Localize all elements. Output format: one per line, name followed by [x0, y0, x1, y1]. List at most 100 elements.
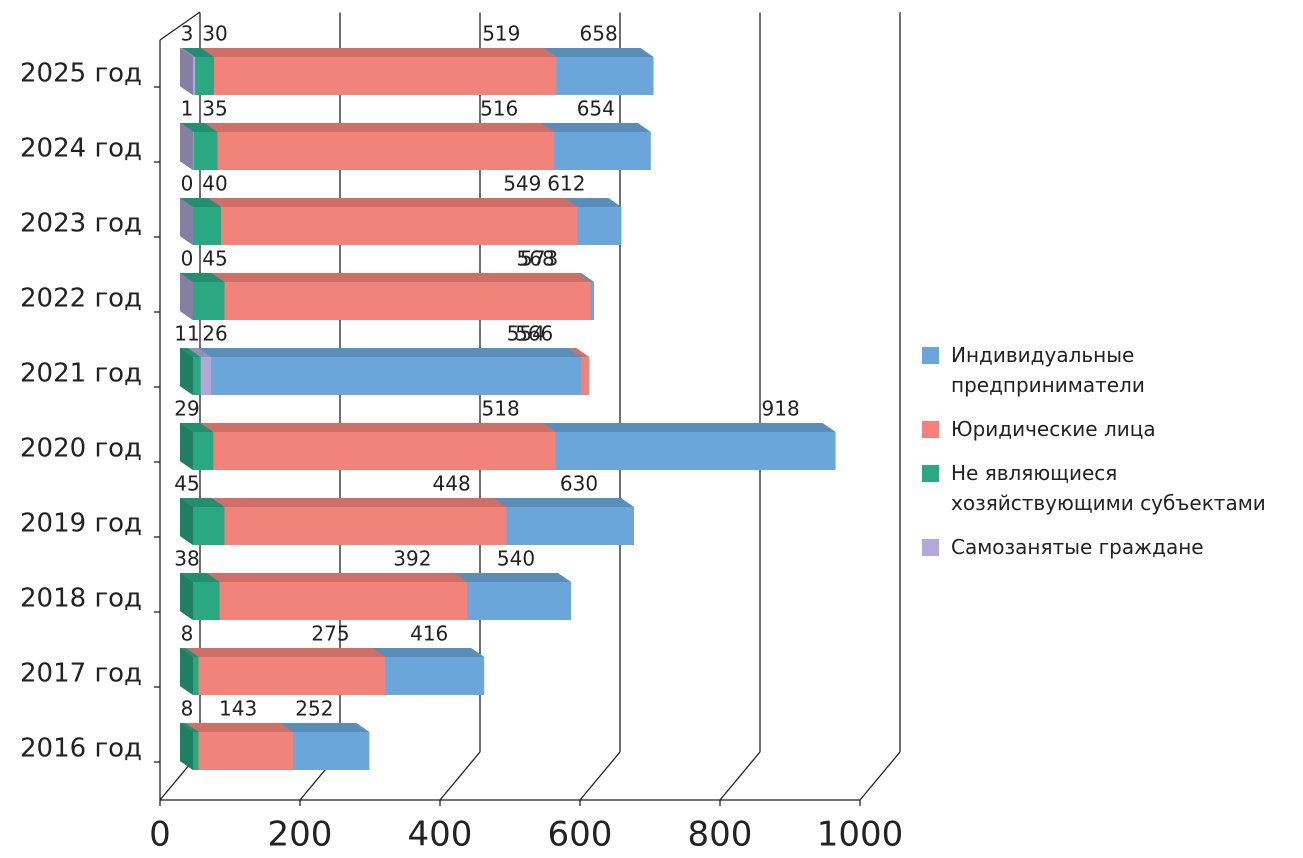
- value-label: 568: [517, 247, 555, 271]
- bar: [193, 507, 225, 545]
- bar: [193, 657, 386, 695]
- bar-top: [180, 573, 468, 582]
- bar: [193, 57, 196, 95]
- bar: [193, 582, 220, 620]
- bar-top: [180, 348, 581, 357]
- x-tick-label: 200: [268, 815, 333, 855]
- legend: Индивидуальные предприниматели Юридически…: [922, 340, 1272, 576]
- bar: [193, 732, 294, 770]
- y-tick-label: 2023 год: [20, 209, 142, 239]
- value-label: 275: [311, 622, 349, 646]
- value-label: 554: [507, 322, 545, 346]
- legend-item: Самозанятые граждане: [922, 532, 1272, 562]
- value-label: 252: [295, 697, 333, 721]
- value-label: 0: [181, 172, 194, 196]
- bar: [193, 282, 225, 320]
- bar: [193, 132, 218, 170]
- value-label: 918: [762, 397, 800, 421]
- grid-line: [579, 751, 621, 801]
- bar-top: [180, 48, 214, 57]
- bar-top: [180, 648, 386, 657]
- bar-side: [180, 423, 193, 470]
- x-tick-label: 0: [149, 815, 171, 855]
- bar-top: [180, 273, 225, 282]
- value-label: 549: [503, 172, 541, 196]
- value-label: 658: [580, 22, 618, 46]
- bar: [193, 432, 214, 470]
- bar-top: [180, 423, 214, 432]
- value-label: 38: [174, 547, 199, 571]
- y-tick-label: 2019 год: [20, 509, 142, 539]
- value-label: 35: [202, 97, 227, 121]
- y-tick-label: 2016 год: [20, 734, 142, 764]
- bar: [193, 57, 214, 95]
- value-label: 143: [219, 697, 257, 721]
- value-label: 40: [202, 172, 227, 196]
- y-tick-label: 2018 год: [20, 584, 142, 614]
- value-label: 416: [410, 622, 448, 646]
- bar-top: [180, 273, 591, 282]
- bar: [193, 207, 578, 245]
- legend-swatch: [922, 421, 939, 438]
- bar-side: [180, 123, 193, 170]
- bar: [193, 57, 557, 95]
- legend-swatch: [922, 347, 939, 364]
- bar: [193, 132, 194, 170]
- value-label: 540: [497, 547, 535, 571]
- value-label: 1: [181, 97, 194, 121]
- y-tick-label: 2024 год: [20, 134, 142, 164]
- bar-side: [180, 498, 193, 545]
- value-label: 518: [482, 397, 520, 421]
- x-tick-label: 400: [408, 815, 473, 855]
- value-label: 448: [433, 472, 471, 496]
- bar: [193, 657, 199, 695]
- bar: [193, 357, 581, 395]
- bar-top: [180, 723, 294, 732]
- bar-top: [180, 198, 578, 207]
- y-tick-label: 2020 год: [20, 434, 142, 464]
- legend-label: Не являющиеся хозяйствующими субъектами: [951, 461, 1266, 515]
- bar: [193, 432, 556, 470]
- value-label: 45: [202, 247, 227, 271]
- bar-top: [180, 423, 556, 432]
- bar-top: [180, 498, 225, 507]
- value-label: 29: [174, 397, 199, 421]
- bar: [193, 582, 468, 620]
- y-tick-label: 2021 год: [20, 359, 142, 389]
- bar-top: [180, 123, 218, 132]
- bar: [193, 507, 507, 545]
- legend-item: Юридические лица: [922, 414, 1272, 444]
- bar: [193, 732, 199, 770]
- value-label: 392: [393, 547, 431, 571]
- bar-side: [180, 723, 193, 770]
- bar-side: [180, 48, 193, 95]
- axis-line: [159, 11, 201, 41]
- bar-side: [180, 273, 193, 320]
- value-label: 30: [202, 22, 227, 46]
- value-label: 45: [174, 472, 199, 496]
- grid-line: [439, 751, 481, 801]
- y-tick-label: 2017 год: [20, 659, 142, 689]
- bar-top: [180, 48, 196, 57]
- bar-top: [180, 48, 557, 57]
- grid-line: [859, 751, 901, 801]
- value-label: 0: [181, 247, 194, 271]
- legend-swatch: [922, 539, 939, 556]
- x-tick-label: 1000: [817, 815, 904, 855]
- value-label: 573: [520, 247, 558, 271]
- bar-top: [180, 573, 220, 582]
- value-label: 11: [174, 322, 199, 346]
- value-label: 654: [577, 97, 615, 121]
- bar-top: [180, 123, 555, 132]
- bar: [193, 282, 591, 320]
- value-label: 26: [202, 322, 227, 346]
- legend-swatch: [922, 465, 939, 482]
- legend-label: Самозанятые граждане: [951, 535, 1204, 559]
- bar-top: [180, 498, 507, 507]
- legend-item: Не являющиеся хозяйствующими субъектами: [922, 458, 1272, 518]
- bar-side: [180, 648, 193, 695]
- x-tick-label: 800: [688, 815, 753, 855]
- value-label: 8: [181, 622, 194, 646]
- y-tick-label: 2025 год: [20, 59, 142, 89]
